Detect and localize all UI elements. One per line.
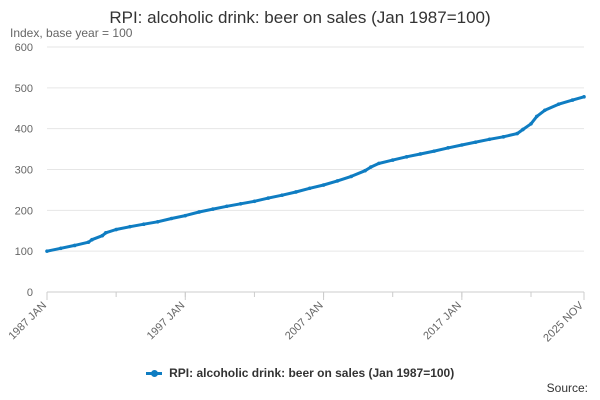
data-point	[141, 222, 146, 227]
data-point	[335, 179, 340, 183]
data-point	[294, 190, 298, 194]
source-note: Source:	[546, 381, 588, 395]
series-line	[45, 95, 586, 253]
data-point	[446, 146, 450, 150]
data-point	[432, 149, 436, 153]
x-tick-label: 2025 NOV	[541, 299, 586, 344]
data-point	[418, 152, 423, 156]
data-point	[224, 204, 229, 209]
data-point	[59, 246, 63, 251]
data-point	[90, 237, 94, 242]
data-point	[103, 230, 108, 235]
data-point	[501, 135, 506, 139]
data-point	[72, 243, 77, 248]
y-tick-label-300: 300	[15, 165, 33, 177]
legend-line-marker-icon	[145, 370, 162, 378]
y-tick-label-200: 200	[15, 205, 33, 217]
data-point	[349, 174, 354, 179]
data-point	[266, 196, 271, 200]
data-point	[377, 161, 381, 166]
legend-label: RPI: alcoholic drink: beer on sales (Jan…	[169, 366, 455, 380]
data-point	[404, 155, 409, 159]
chart-title: RPI: alcoholic drink: beer on sales (Jan…	[109, 8, 491, 27]
data-point	[487, 137, 492, 142]
data-point	[529, 121, 533, 126]
data-point	[460, 143, 464, 147]
y-axis-label: Index, base year = 100	[10, 26, 133, 40]
y-tick-label-0: 0	[27, 287, 33, 299]
y-tick-label-100: 100	[15, 246, 33, 258]
y-tick-label-500: 500	[15, 83, 33, 95]
data-point	[534, 114, 539, 119]
data-point	[86, 240, 91, 244]
x-tick-label: 2007 JAN	[283, 300, 326, 343]
data-point	[114, 227, 118, 232]
x-tick-label: 1997 JAN	[145, 300, 188, 343]
data-point	[197, 210, 201, 214]
data-point	[169, 216, 174, 221]
data-point	[570, 98, 575, 102]
legend[interactable]: RPI: alcoholic drink: beer on sales (Jan…	[0, 366, 600, 380]
data-point	[211, 207, 215, 211]
data-point	[582, 95, 586, 99]
data-point	[543, 108, 547, 113]
x-tick-label: 2017 JAN	[421, 300, 464, 343]
data-point	[307, 186, 312, 191]
data-point	[390, 158, 395, 162]
data-point	[321, 183, 326, 187]
data-point	[363, 168, 367, 173]
data-point	[473, 140, 478, 144]
data-point	[183, 213, 188, 218]
data-point	[515, 131, 519, 136]
data-point	[369, 165, 373, 169]
data-point	[280, 193, 284, 198]
y-tick-label-600: 600	[15, 42, 33, 54]
data-point	[128, 224, 132, 229]
data-point	[45, 249, 49, 253]
data-point	[100, 233, 105, 238]
data-point	[238, 202, 243, 206]
data-point	[556, 102, 561, 106]
data-point	[521, 127, 525, 132]
data-point	[252, 199, 257, 204]
x-tick-label: 1987 JAN	[6, 300, 49, 343]
data-point	[155, 219, 160, 224]
y-tick-label-400: 400	[15, 124, 33, 136]
